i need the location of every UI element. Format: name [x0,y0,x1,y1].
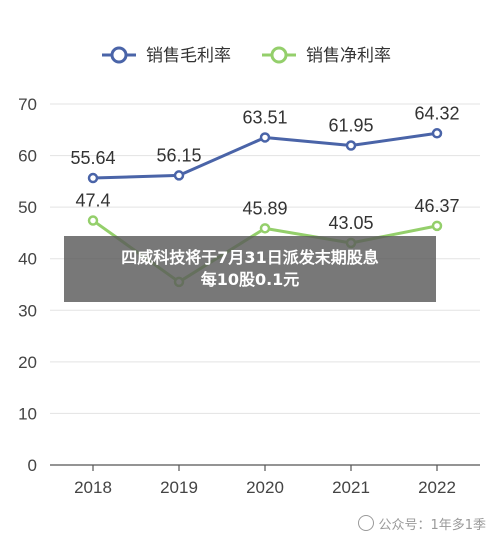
legend-marker [270,46,288,64]
y-tick-label: 30 [18,301,37,320]
data-label: 63.51 [242,107,287,127]
y-tick-label: 60 [18,147,37,166]
banner-line-2: 每10股0.1元 [200,270,300,289]
data-point [259,223,271,234]
y-tick-label: 20 [18,353,37,372]
data-labels: 55.64 56.15 63.51 61.95 64.32 47.4 45.89 43.05 4… [70,103,459,233]
x-tick-label: 2018 [74,478,112,497]
data-label: 46.37 [414,196,459,216]
data-point [431,128,443,139]
legend-label: 销售毛利率 [146,46,231,66]
data-point [173,170,185,181]
y-tick-label: 40 [18,250,37,269]
y-tick-label: 0 [28,456,37,475]
x-axis-ticks: 2018 2019 2020 2021 2022 [74,465,456,497]
data-label: 43.05 [328,213,373,233]
legend: 销售毛利率 销售净利率 [102,46,391,66]
y-tick-label: 50 [18,198,37,217]
legend-label: 销售净利率 [306,46,391,66]
data-point [87,172,99,184]
data-label: 47.4 [75,191,110,211]
x-tick-label: 2021 [332,478,370,497]
data-label: 61.95 [328,116,373,136]
data-label: 64.32 [414,103,459,123]
legend-marker [110,46,128,64]
data-label: 45.89 [242,198,287,218]
x-tick-label: 2019 [160,478,198,497]
wechat-icon [358,515,375,531]
data-point [87,215,99,226]
news-banner: 四威科技将于7月31日派发末期股息 每10股0.1元 [64,236,436,302]
banner-line-1: 四威科技将于7月31日派发末期股息 [121,248,379,267]
watermark: 公众号：1年多1季 [352,512,492,535]
y-tick-label: 10 [18,404,37,423]
data-label: 56.15 [156,145,201,165]
data-point [259,132,271,143]
data-label: 55.64 [70,148,115,168]
data-point [345,140,357,151]
watermark-text: 公众号：1年多1季 [378,518,486,533]
data-point [431,220,443,232]
x-tick-label: 2020 [246,478,284,497]
y-axis-ticks: 0 10 20 30 40 50 60 70 [18,95,37,475]
y-tick-label: 70 [18,95,37,114]
x-tick-label: 2022 [418,478,456,497]
